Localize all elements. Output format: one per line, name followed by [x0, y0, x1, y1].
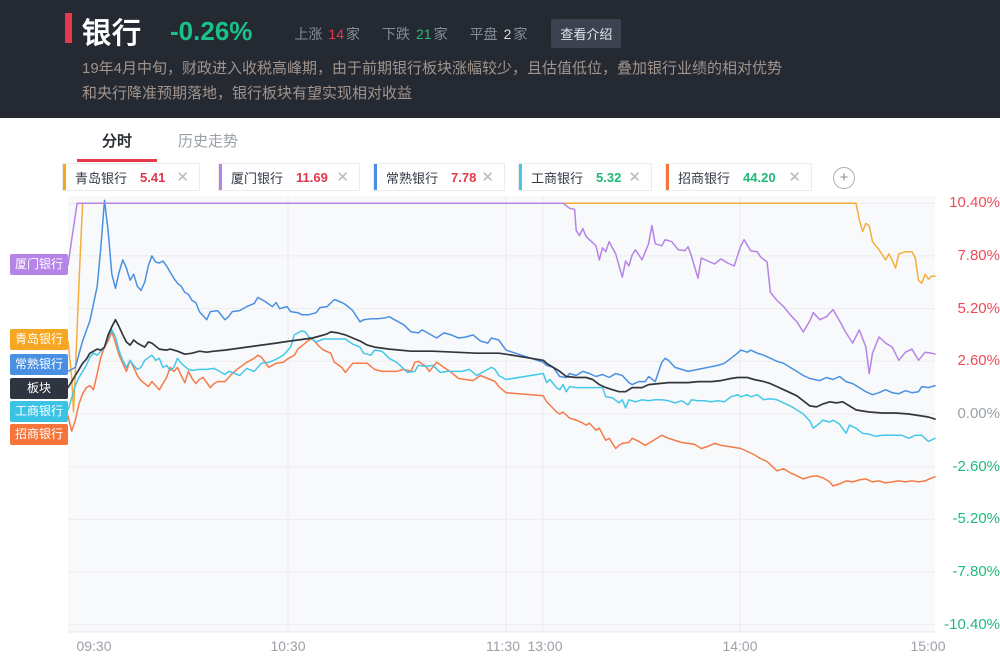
- y-tick-label: -7.80%: [952, 563, 1000, 581]
- chip-accent: [219, 164, 222, 190]
- series-changshu: [67, 199, 936, 396]
- series-gongshang: [67, 329, 936, 443]
- stock-chip-changshu[interactable]: 常熟银行 7.78 ✕: [373, 163, 505, 191]
- y-tick-label: 5.20%: [957, 299, 1000, 317]
- header: 银行 -0.26% 上涨 14 家 下跌 21 家 平盘 2 家 查看介绍 19年4月中旬，…: [0, 0, 1000, 118]
- series-tag-bankuai: 板块: [10, 378, 68, 399]
- stock-chip-zhaoshang[interactable]: 招商银行 44.20 ✕: [665, 163, 812, 191]
- tab-intraday[interactable]: 分时: [77, 130, 157, 162]
- tab-history[interactable]: 历史走势: [177, 133, 238, 150]
- title-accent-bar: [65, 13, 72, 43]
- unchanged-count: 2: [503, 26, 512, 42]
- close-icon[interactable]: ✕: [176, 168, 189, 186]
- close-icon[interactable]: ✕: [628, 168, 641, 186]
- page-title: 银行: [82, 18, 143, 50]
- stock-chip-xiamen[interactable]: 厦门银行 11.69 ✕: [218, 163, 360, 191]
- series-bankuai: [67, 318, 936, 420]
- y-tick-label: -2.60%: [952, 457, 1000, 475]
- advancers-count: 14: [328, 26, 344, 42]
- x-tick-label: 10:30: [270, 638, 306, 654]
- decliners-count: 21: [415, 26, 432, 42]
- y-tick-label: 2.60%: [957, 352, 1000, 370]
- y-tick-label: 0.00%: [957, 405, 1000, 422]
- sector-change-percent: -0.26%: [170, 15, 253, 46]
- sector-description: 19年4月中旬，财政进入收税高峰期，由于前期银行板块涨幅较少，且估值低位，叠加银…: [82, 60, 783, 102]
- chip-accent: [519, 164, 522, 190]
- market-stats: 上涨 14 家 下跌 21 家 平盘 2 家: [272, 24, 527, 44]
- chip-accent: [63, 164, 66, 190]
- close-icon[interactable]: ✕: [481, 168, 494, 186]
- series-zhaoshang: [67, 331, 936, 487]
- series-tag-gongshang: 工商银行: [10, 401, 68, 422]
- chart-plot[interactable]: [0, 163, 1000, 662]
- series-tag-zhaoshang: 招商银行: [10, 424, 68, 445]
- x-tick-label: 13:00: [527, 638, 563, 654]
- chip-accent: [374, 164, 377, 190]
- series-tag-qingdao: 青岛银行: [10, 329, 68, 350]
- y-tick-label: 10.40%: [949, 194, 1000, 212]
- y-tick-label: -10.40%: [944, 615, 1000, 633]
- stat-unchanged: 平盘 2 家: [469, 26, 528, 42]
- series-tag-xiamen: 厦门银行: [10, 254, 68, 275]
- close-icon[interactable]: ✕: [336, 168, 349, 186]
- intraday-chart[interactable]: 10.40% 7.80% 5.20% 2.60% 0.00% -2.60% -5.20% -7…: [0, 163, 1000, 662]
- series-tag-changshu: 常熟银行: [10, 354, 68, 375]
- x-tick-label: 11:30: [486, 638, 520, 654]
- series-xiamen: [67, 202, 936, 375]
- stock-chip-qingdao[interactable]: 青岛银行 5.41 ✕: [62, 163, 200, 191]
- chip-accent: [666, 164, 669, 190]
- x-tick-label: 15:00: [910, 638, 946, 654]
- x-tick-label: 09:30: [76, 638, 112, 654]
- y-tick-label: 7.80%: [957, 246, 1000, 264]
- active-tab-underline: [77, 159, 157, 162]
- stock-chip-gongshang[interactable]: 工商银行 5.32 ✕: [518, 163, 652, 191]
- series-qingdao: [67, 202, 936, 413]
- tab-bar: 分时 历史走势: [0, 118, 1000, 163]
- view-intro-button[interactable]: 查看介绍: [551, 18, 622, 48]
- x-tick-label: 14:00: [722, 638, 758, 654]
- stat-advancers: 上涨 14 家: [294, 26, 360, 42]
- close-icon[interactable]: ✕: [788, 168, 801, 186]
- y-tick-label: -5.20%: [952, 510, 1000, 528]
- stat-decliners: 下跌 21 家: [381, 26, 448, 42]
- add-stock-button[interactable]: +: [833, 167, 855, 189]
